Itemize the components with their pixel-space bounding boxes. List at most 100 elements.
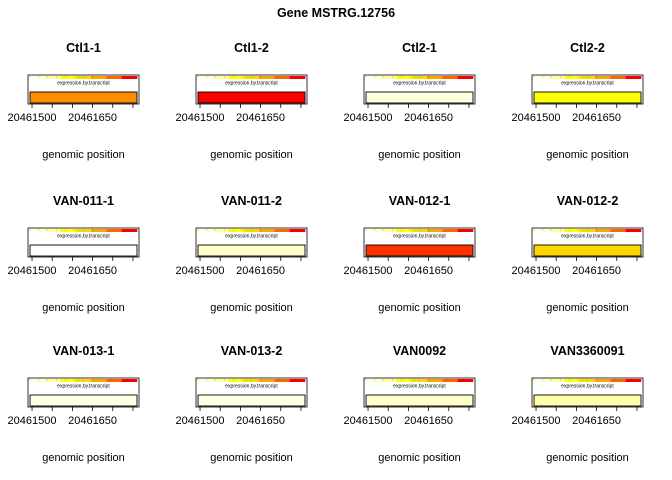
transcript-bar xyxy=(197,91,306,104)
legend-swatch xyxy=(411,229,428,232)
x-tick-label: 20461500 xyxy=(512,112,561,124)
transcript-bar xyxy=(29,91,138,104)
x-tick-label: 20461500 xyxy=(176,265,225,277)
panel-title: VAN-011-1 xyxy=(53,194,114,208)
legend-swatch xyxy=(549,76,565,79)
legend-swatch xyxy=(228,76,245,79)
legend-swatch xyxy=(564,379,581,382)
panel-title: VAN-012-1 xyxy=(389,194,451,208)
legend-swatch xyxy=(274,379,291,382)
panel: VAN-011-2 expression.by.transcript 2046150… xyxy=(176,194,308,314)
x-axis-title: genomic position xyxy=(378,302,461,314)
transcript-bar xyxy=(365,91,474,104)
x-tick-label: 20461650 xyxy=(236,415,285,427)
panel: Ctl1-1 expression.by.transcript 20461500 20… xyxy=(8,41,140,161)
x-tick-label: 20461650 xyxy=(68,415,117,427)
panel-title: VAN0092 xyxy=(393,344,446,358)
legend-label: expression.by.transcript xyxy=(561,384,614,390)
legend-swatch xyxy=(396,229,413,232)
legend-swatch xyxy=(289,76,306,79)
legend-label: expression.by.transcript xyxy=(57,81,110,87)
panel-title: Ctl2-2 xyxy=(570,41,605,55)
panel-title: Ctl1-2 xyxy=(234,41,269,55)
x-tick-label: 20461500 xyxy=(176,415,225,427)
legend-swatch xyxy=(60,76,77,79)
legend-swatch xyxy=(243,76,260,79)
legend-swatch xyxy=(30,76,46,79)
x-tick-label: 20461650 xyxy=(572,415,621,427)
panel-title: Ctl2-1 xyxy=(402,41,437,55)
legend-swatch xyxy=(457,379,474,382)
legend-swatch xyxy=(228,379,245,382)
legend-swatch xyxy=(442,229,459,232)
legend-swatch xyxy=(60,229,77,232)
legend-swatch xyxy=(564,229,581,232)
transcript-bar xyxy=(533,244,642,257)
legend-swatch xyxy=(595,76,611,79)
legend-swatch xyxy=(442,76,459,79)
x-tick-label: 20461650 xyxy=(404,265,453,277)
legend-label: expression.by.transcript xyxy=(393,384,446,390)
legend-swatch xyxy=(30,379,46,382)
legend-swatch xyxy=(534,229,550,232)
panel-title: VAN-011-2 xyxy=(221,194,282,208)
legend-label: expression.by.transcript xyxy=(561,81,614,87)
legend-label: expression.by.transcript xyxy=(225,81,278,87)
panel: VAN0092 expression.by.transcript 20461500 2… xyxy=(344,344,476,464)
legend-swatch xyxy=(45,76,61,79)
figure-title: Gene MSTRG.12756 xyxy=(277,6,395,20)
legend-swatch xyxy=(457,229,474,232)
legend-swatch xyxy=(243,379,260,382)
x-tick-label: 20461650 xyxy=(68,112,117,124)
panel: VAN3360091 expression.by.transcript 204615… xyxy=(512,344,644,464)
legend-swatch xyxy=(366,379,382,382)
legend-swatch xyxy=(259,379,275,382)
x-axis-title: genomic position xyxy=(42,149,125,161)
legend-swatch xyxy=(427,76,443,79)
x-tick-label: 20461650 xyxy=(404,112,453,124)
legend-label: expression.by.transcript xyxy=(393,234,446,240)
legend-swatch xyxy=(91,379,107,382)
legend-swatch xyxy=(625,229,642,232)
legend-label: expression.by.transcript xyxy=(225,384,278,390)
panel-title: VAN3360091 xyxy=(550,344,624,358)
x-tick-label: 20461500 xyxy=(344,112,393,124)
legend-swatch xyxy=(610,379,627,382)
legend-label: expression.by.transcript xyxy=(57,384,110,390)
legend-swatch xyxy=(534,76,550,79)
transcript-bar xyxy=(29,394,138,407)
legend-swatch xyxy=(45,379,61,382)
legend-swatch xyxy=(45,229,61,232)
legend-swatch xyxy=(366,76,382,79)
panel: VAN-012-1 expression.by.transcript 2046150… xyxy=(344,194,476,314)
x-tick-label: 20461500 xyxy=(8,415,57,427)
legend-swatch xyxy=(243,229,260,232)
legend-swatch xyxy=(106,76,123,79)
transcript-bar xyxy=(29,244,138,257)
transcript-bar xyxy=(365,244,474,257)
x-axis-title: genomic position xyxy=(546,452,629,464)
legend-swatch xyxy=(381,229,397,232)
legend-swatch xyxy=(121,229,138,232)
legend-swatch xyxy=(411,76,428,79)
panel: VAN-013-2 expression.by.transcript 2046150… xyxy=(176,344,308,464)
x-tick-label: 20461500 xyxy=(512,415,561,427)
legend-swatch xyxy=(289,379,306,382)
transcript-bar xyxy=(533,394,642,407)
legend-swatch xyxy=(534,379,550,382)
legend-swatch xyxy=(60,379,77,382)
x-axis-title: genomic position xyxy=(210,302,293,314)
x-axis-title: genomic position xyxy=(42,452,125,464)
transcript-bar xyxy=(197,244,306,257)
legend-swatch xyxy=(121,76,138,79)
x-axis-title: genomic position xyxy=(546,149,629,161)
legend-swatch xyxy=(457,76,474,79)
panel-title: Ctl1-1 xyxy=(66,41,101,55)
legend-label: expression.by.transcript xyxy=(57,234,110,240)
panel-title: VAN-013-1 xyxy=(53,344,115,358)
legend-swatch xyxy=(30,229,46,232)
x-axis-title: genomic position xyxy=(546,302,629,314)
legend-label: expression.by.transcript xyxy=(561,234,614,240)
x-tick-label: 20461500 xyxy=(512,265,561,277)
